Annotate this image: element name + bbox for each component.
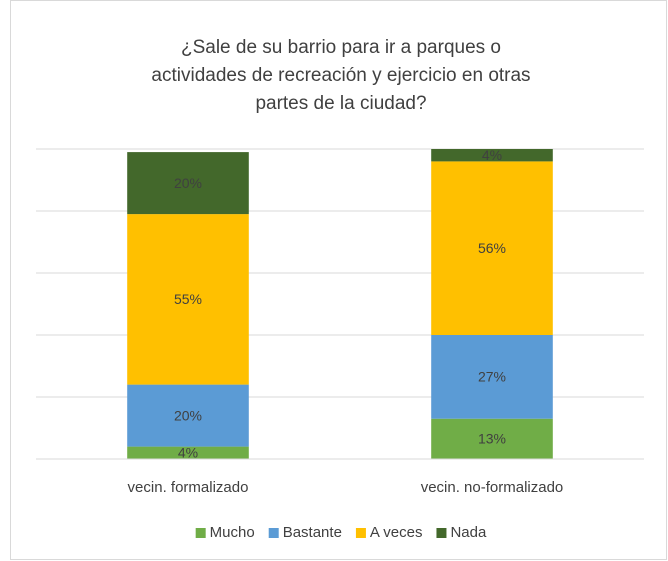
bar-segment xyxy=(431,149,553,162)
data-label: 4% xyxy=(178,445,198,461)
bar-segment xyxy=(127,152,249,215)
legend-label: Mucho xyxy=(210,524,255,541)
bar-segment xyxy=(431,161,553,335)
bar-segment xyxy=(127,446,249,459)
bar-segment xyxy=(431,335,553,419)
bar-segment xyxy=(127,214,249,385)
legend-swatch xyxy=(195,528,206,538)
bar-segment xyxy=(127,384,249,447)
legend-label: Nada xyxy=(450,524,487,541)
data-label: 56% xyxy=(478,240,506,256)
x-tick-label: vecin. no-formalizado xyxy=(421,479,564,496)
x-tick-label: vecin. formalizado xyxy=(128,479,249,496)
bar-segment xyxy=(431,418,553,459)
chart-title: actividades de recreación y ejercicio en… xyxy=(151,65,530,86)
data-label: 13% xyxy=(478,431,506,447)
legend-label: A veces xyxy=(370,524,423,541)
chart-frame xyxy=(10,0,667,560)
chart-title: partes de la ciudad? xyxy=(255,93,426,114)
data-label: 20% xyxy=(174,407,202,423)
legend-label: Bastante xyxy=(283,524,342,541)
data-label: 27% xyxy=(478,369,506,385)
data-label: 4% xyxy=(482,147,502,163)
data-label: 55% xyxy=(174,291,202,307)
legend-swatch xyxy=(436,528,447,538)
data-label: 20% xyxy=(174,175,202,191)
legend-swatch xyxy=(355,528,366,538)
legend-swatch xyxy=(268,528,279,538)
chart-title: ¿Sale de su barrio para ir a parques o xyxy=(181,37,501,58)
